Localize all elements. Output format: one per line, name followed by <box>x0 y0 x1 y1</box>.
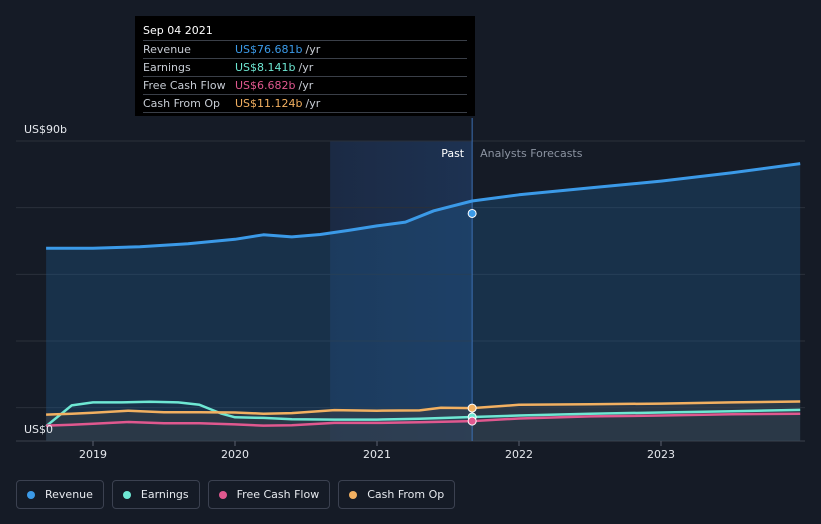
legend-label: Cash From Op <box>367 488 445 501</box>
tooltip-date: Sep 04 2021 <box>143 22 467 41</box>
chart-tooltip: Sep 04 2021 Revenue US$76.681b /yr Earni… <box>135 16 475 116</box>
revenue-area <box>46 163 801 441</box>
x-tick-label: 2020 <box>221 448 249 461</box>
forecast-label: Analysts Forecasts <box>480 147 583 160</box>
y-axis-top-label: US$90b <box>24 123 67 136</box>
legend-item-cash-from-op[interactable]: Cash From Op <box>338 480 456 509</box>
legend-label: Earnings <box>140 488 189 501</box>
x-tick-label: 2023 <box>647 448 675 461</box>
legend-dot-icon <box>218 490 227 499</box>
x-tick-label: 2019 <box>79 448 107 461</box>
marker-cash-from-op <box>467 403 477 413</box>
tooltip-value: US$76.681b <box>235 43 303 56</box>
legend-dot-icon <box>122 490 131 499</box>
y-axis-bottom-label: US$0 <box>24 423 53 436</box>
series-line-earnings <box>45 400 801 428</box>
legend-item-free-cash-flow[interactable]: Free Cash Flow <box>207 480 331 509</box>
x-tick-label: 2022 <box>505 448 533 461</box>
past-highlight-region <box>330 141 473 441</box>
series-line-revenue <box>46 162 801 250</box>
past-label: Past <box>441 147 465 160</box>
tooltip-unit: /yr <box>298 79 314 92</box>
tooltip-label: Cash From Op <box>143 97 221 110</box>
tooltip-unit: /yr <box>305 43 321 56</box>
legend-label: Revenue <box>45 488 93 501</box>
tooltip-row-earnings: Earnings US$8.141b /yr <box>143 59 467 77</box>
marker-revenue <box>467 208 477 218</box>
tooltip-value: US$8.141b <box>235 61 296 74</box>
chart-legend: Revenue Earnings Free Cash Flow Cash Fro… <box>16 480 456 509</box>
tooltip-label: Free Cash Flow <box>143 79 226 92</box>
legend-dot-icon <box>349 490 358 499</box>
tooltip-unit: /yr <box>305 97 321 110</box>
tooltip-value: US$6.682b <box>235 79 296 92</box>
legend-item-revenue[interactable]: Revenue <box>16 480 104 509</box>
legend-item-earnings[interactable]: Earnings <box>111 480 200 509</box>
tooltip-value: US$11.124b <box>235 97 303 110</box>
tooltip-row-cash-from-op: Cash From Op US$11.124b /yr <box>143 95 467 113</box>
legend-label: Free Cash Flow <box>236 488 320 501</box>
tooltip-row-revenue: Revenue US$76.681b /yr <box>143 41 467 59</box>
tooltip-label: Earnings <box>143 61 191 74</box>
x-tick-label: 2021 <box>363 448 391 461</box>
marker-free-cash-flow <box>467 416 477 426</box>
legend-dot-icon <box>27 490 35 499</box>
tooltip-row-free-cash-flow: Free Cash Flow US$6.682b /yr <box>143 77 467 95</box>
series-line-free-cash-flow <box>46 412 801 427</box>
tooltip-label: Revenue <box>143 43 191 56</box>
series-line-cash-from-op <box>46 400 801 416</box>
tooltip-unit: /yr <box>298 61 314 74</box>
